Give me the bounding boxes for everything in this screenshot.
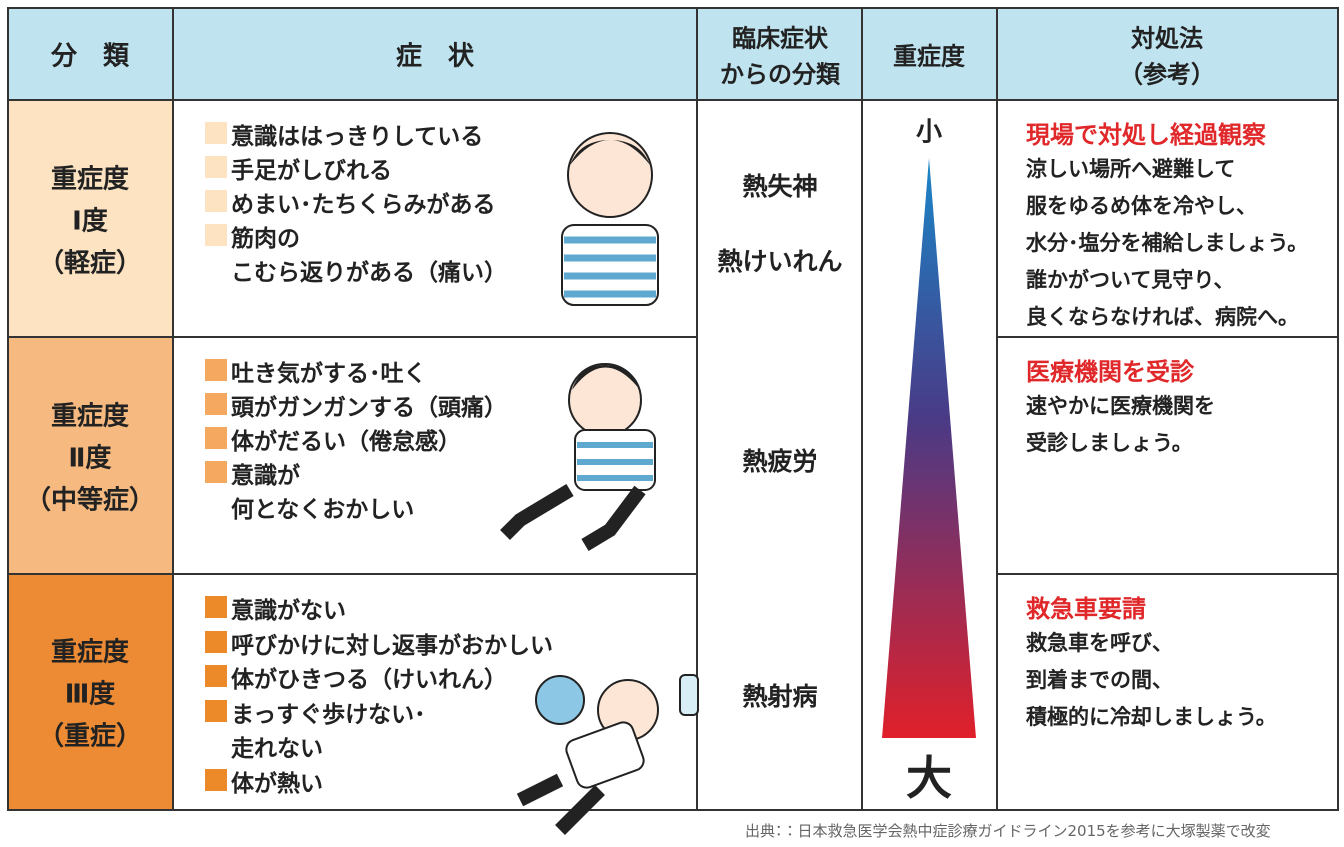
- clinical-class: 熱疲労: [742, 447, 818, 476]
- treatment-title: 医療機関を受診: [1026, 358, 1194, 386]
- symptom: 頭がガンガンする（頭痛）: [231, 395, 507, 421]
- source-note: 出典：：日本救急医学会熱中症診療ガイドライン2015を参考に大塚製薬で改変: [745, 822, 1271, 840]
- header-symptoms: 症 状: [395, 41, 475, 72]
- symptom: 体がだるい（倦怠感）: [231, 429, 461, 455]
- symptom: 何となくおかしい: [231, 497, 415, 523]
- treatment-text: 受診しましょう。: [1026, 431, 1193, 455]
- symptom: 意識がない: [231, 598, 346, 624]
- header-treatment: 対処法: [1131, 24, 1203, 53]
- bullet: [205, 461, 227, 483]
- symptom: 走れない: [231, 736, 323, 762]
- bullet: [205, 768, 227, 791]
- symptom: 意識ははっきりしている: [231, 124, 484, 150]
- bullet: [205, 596, 227, 618]
- category-label: Ⅰ度: [72, 206, 108, 236]
- category-label: （軽症）: [37, 248, 143, 278]
- header-category: 分 類: [50, 41, 130, 72]
- bullet: [205, 630, 227, 653]
- bullet: [205, 359, 227, 381]
- clinical-class: 熱失神: [742, 172, 818, 201]
- bullet: [205, 665, 227, 687]
- header-clinical: 臨床症状: [732, 24, 828, 53]
- illustration: [500, 132, 699, 835]
- symptom: めまい･たちくらみがある: [231, 192, 496, 218]
- symptom: 呼びかけに対し返事がおかしい: [231, 632, 553, 659]
- clinical-class: 熱けいれん: [717, 247, 843, 276]
- clinical-class: 熱射病: [742, 682, 818, 711]
- treatment-text: 服をゆるめ体を冷やし、: [1026, 194, 1257, 218]
- symptom: 体が熱い: [231, 770, 323, 797]
- header-treatment: （参考）: [1119, 60, 1215, 89]
- treatment-text: 救急車を呼び、: [1026, 631, 1173, 655]
- symptom: 体がひきつる（けいれん）: [231, 667, 507, 693]
- treatment-text: 水分･塩分を補給しましょう。: [1026, 231, 1309, 255]
- symptom: こむら返りがある（痛い）: [231, 260, 507, 286]
- bullet: [205, 122, 227, 144]
- bullet: [205, 224, 227, 246]
- symptom: 意識が: [231, 463, 300, 489]
- symptom: まっすぐ歩けない･: [231, 701, 426, 728]
- bullet: [205, 699, 227, 722]
- treatment-text: 速やかに医療機関を: [1026, 394, 1215, 418]
- category-label: 重症度: [50, 401, 130, 431]
- treatment-text: 良くならなければ、病院へ。: [1026, 305, 1299, 329]
- treatment-text: 誰かがついて見守り、: [1026, 268, 1235, 292]
- category-label: 重症度: [50, 164, 130, 194]
- treatment-text: 到着までの間、: [1026, 668, 1173, 692]
- symptom: 手足がしびれる: [231, 158, 392, 184]
- header-clinical: からの分類: [720, 60, 840, 89]
- bullet: [205, 393, 227, 415]
- severity-low: 小: [915, 117, 943, 148]
- category-label: Ⅲ度: [64, 679, 116, 710]
- severity-triangle: [882, 158, 976, 738]
- symptom: 筋肉の: [231, 226, 300, 252]
- severity-high: 大: [906, 751, 952, 805]
- category-label: 重症度: [50, 637, 130, 668]
- bullet: [205, 156, 227, 178]
- bullet: [205, 427, 227, 449]
- treatment-text: 涼しい場所へ避難して: [1026, 157, 1236, 181]
- category-label: （重症）: [37, 721, 143, 752]
- treatment-text: 積極的に冷却しましょう。: [1026, 705, 1277, 729]
- treatment-title: 現場で対処し経過観察: [1026, 121, 1266, 149]
- category-label: Ⅱ度: [68, 443, 112, 473]
- treatment-title: 救急車要請: [1026, 595, 1146, 623]
- header-severity: 重症度: [893, 42, 965, 71]
- category-label: （中等症）: [24, 485, 156, 515]
- symptom: 吐き気がする･吐く: [231, 361, 427, 387]
- bullet: [205, 190, 227, 212]
